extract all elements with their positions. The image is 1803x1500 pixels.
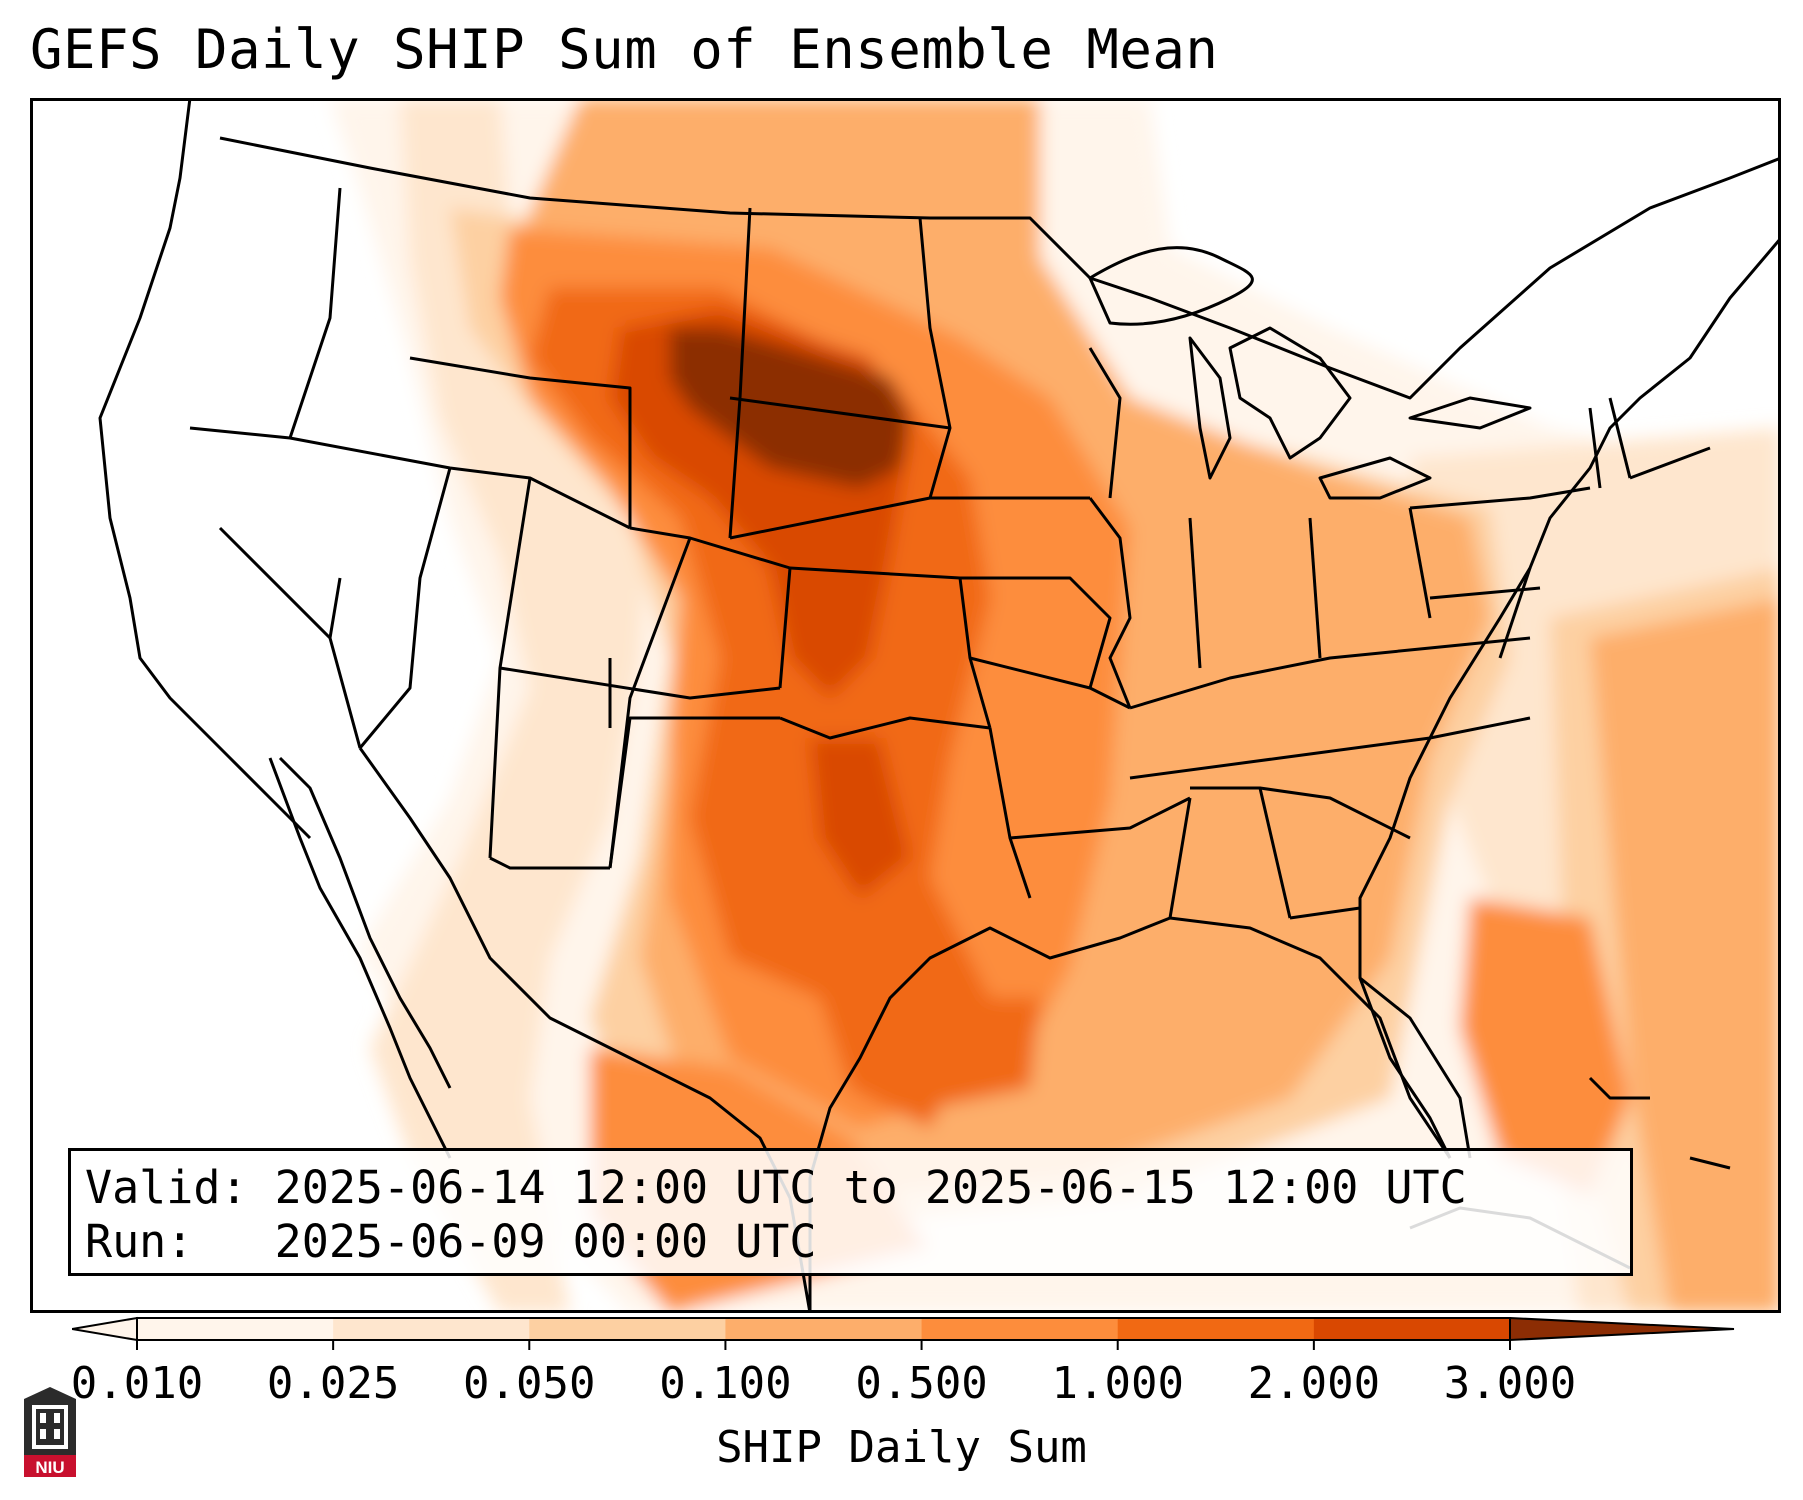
colorbar-outline: [136, 1317, 1511, 1341]
niu-logo: NIU: [24, 1387, 76, 1477]
colorbar-ticks: 0.010 0.025 0.050 0.100 0.500 1.000 2.000 3.000: [72, 1340, 1576, 1409]
colorbar-tick-label: 0.010: [72, 1358, 203, 1409]
state-and-country-borders: [98, 98, 1781, 1313]
colorbar: 0.010 0.025 0.050 0.100 0.500 1.000 2.000 3.000: [72, 1316, 1735, 1409]
colorbar-tick-label: 0.100: [659, 1358, 791, 1409]
colorbar-segment: [1313, 1318, 1511, 1340]
colorbar-segment: [725, 1318, 923, 1340]
colorbar-tick-label: 0.500: [855, 1358, 987, 1409]
colorbar-tick-label: 1.000: [1051, 1358, 1183, 1409]
valid-run-info-box: Valid: 2025-06-14 12:00 UTC to 2025-06-1…: [68, 1148, 1633, 1276]
colorbar-extend-high: [1509, 1316, 1735, 1342]
valid-time-text: Valid: 2025-06-14 12:00 UTC to 2025-06-1…: [85, 1161, 1467, 1214]
ship-shading: [330, 98, 1781, 1313]
colorbar-segments: [72, 1316, 1735, 1342]
map-title: GEFS Daily SHIP Sum of Ensemble Mean: [30, 18, 1219, 81]
colorbar-tick-label: 2.000: [1248, 1358, 1380, 1409]
colorbar-segment: [529, 1318, 726, 1340]
map-frame: [30, 98, 1781, 1313]
colorbar-segment: [333, 1318, 530, 1340]
colorbar-extend-low: [72, 1316, 138, 1342]
colorbar-tick-label: 0.025: [267, 1358, 399, 1409]
niu-logo-text: NIU: [35, 1458, 64, 1477]
colorbar-tick-label: 0.050: [463, 1358, 595, 1409]
colorbar-segment: [921, 1318, 1119, 1340]
colorbar-segment: [1117, 1318, 1315, 1340]
colorbar-segment: [137, 1318, 334, 1340]
colorbar-label: SHIP Daily Sum: [716, 1422, 1087, 1473]
colorbar-tick-label: 3.000: [1444, 1358, 1576, 1409]
ship-map: [30, 98, 1781, 1313]
run-time-text: Run: 2025-06-09 00:00 UTC: [85, 1215, 817, 1268]
